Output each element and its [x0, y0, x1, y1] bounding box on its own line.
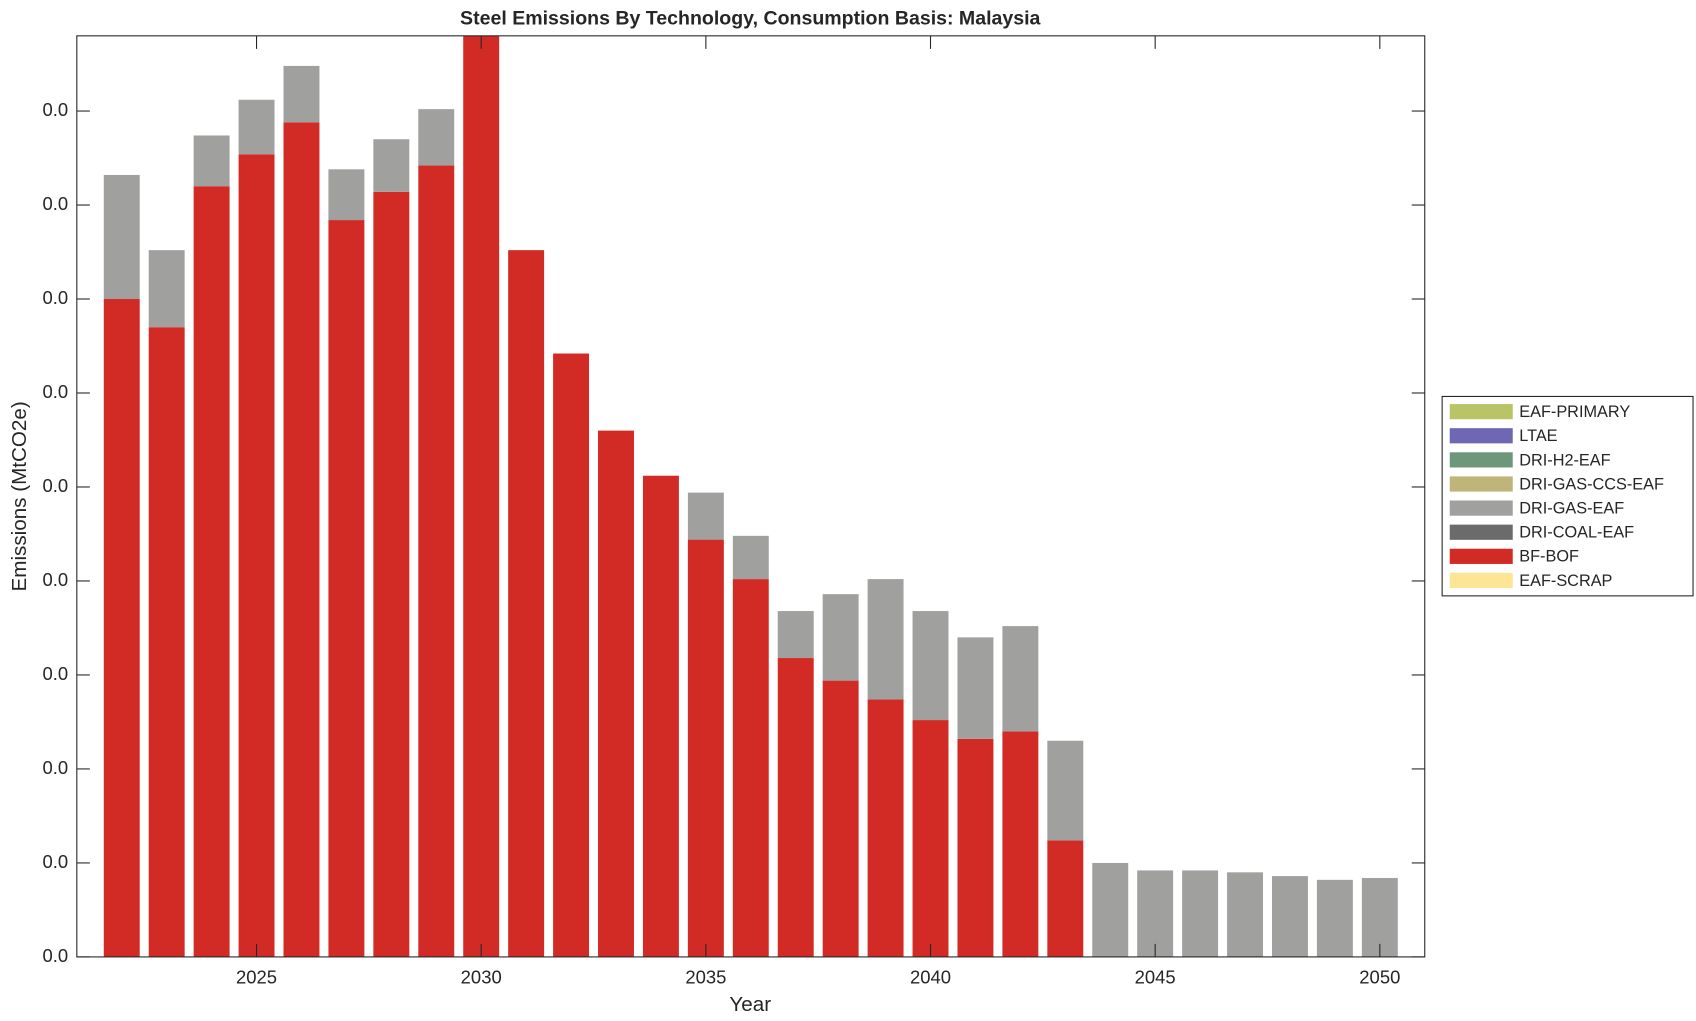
y-tick-label: 0.0: [42, 757, 68, 778]
legend-swatch: [1449, 404, 1513, 420]
y-tick-label: 0.0: [42, 193, 68, 214]
bar-segment: [148, 250, 185, 328]
bar-segment: [1316, 879, 1353, 957]
y-tick-label: 0.0: [42, 945, 68, 966]
legend-swatch: [1449, 548, 1513, 564]
bar-segment: [463, 35, 500, 957]
bar-segment: [238, 154, 275, 957]
y-axis-label: Emissions (MtCO2e): [8, 401, 31, 591]
bar-segment: [642, 475, 679, 957]
y-tick-label: 0.0: [42, 475, 68, 496]
bar-segment: [1271, 876, 1308, 957]
x-tick-label: 2025: [236, 967, 277, 988]
legend-label: DRI-H2-EAF: [1519, 451, 1610, 469]
bar-segment: [822, 680, 859, 957]
legend-label: DRI-GAS-CCS-EAF: [1519, 475, 1664, 493]
bar-segment: [867, 699, 904, 957]
bar-segment: [732, 535, 769, 580]
bar-segment: [328, 220, 365, 957]
bar-segment: [912, 720, 949, 957]
bar-segment: [418, 109, 455, 166]
x-tick-label: 2035: [685, 967, 726, 988]
bar-segment: [1227, 872, 1264, 957]
legend-swatch: [1449, 428, 1513, 444]
bar-segment: [1047, 840, 1084, 957]
bar-segment: [957, 738, 994, 957]
legend-swatch: [1449, 452, 1513, 468]
y-tick-label: 0.0: [42, 99, 68, 120]
legend-label: EAF-PRIMARY: [1519, 403, 1630, 421]
x-tick-label: 2030: [461, 967, 502, 988]
plot-frame: [76, 35, 1426, 958]
bar-segment: [598, 430, 634, 957]
bar-segment: [328, 169, 365, 221]
bar-segment: [1047, 740, 1084, 841]
bar-segment: [193, 135, 230, 187]
bar-segment: [687, 492, 724, 540]
bar-segment: [148, 327, 185, 957]
bar-segment: [418, 165, 455, 957]
y-tick-label: 0.0: [42, 287, 68, 308]
x-tick-label: 2050: [1359, 967, 1400, 988]
bar-segment: [373, 191, 410, 957]
bar-segment: [283, 65, 320, 123]
bar-segment: [1002, 626, 1039, 732]
legend-swatch: [1449, 572, 1513, 589]
x-axis-label: Year: [729, 993, 771, 1016]
bar-segment: [1182, 870, 1219, 957]
x-tick-label: 2040: [910, 967, 951, 988]
bar-segment: [732, 579, 769, 957]
legend-swatch: [1449, 500, 1513, 516]
legend-label: EAF-SCRAP: [1519, 572, 1612, 590]
bar-segment: [867, 579, 904, 700]
bar-segment: [912, 611, 949, 721]
bar-segment: [777, 658, 814, 957]
bar-segment: [283, 122, 320, 957]
bar-segment: [687, 539, 724, 957]
bar-segment: [103, 174, 140, 300]
y-tick-label: 0.0: [42, 569, 68, 590]
y-tick-label: 0.0: [42, 663, 68, 684]
chart-title: Steel Emissions By Technology, Consumpti…: [460, 8, 1041, 30]
bar-segment: [1002, 731, 1039, 957]
legend-swatch: [1449, 476, 1513, 492]
bar-segment: [822, 594, 859, 681]
x-tick-label: 2045: [1135, 967, 1176, 988]
bar-segment: [193, 186, 230, 957]
legend-label: LTAE: [1519, 427, 1557, 445]
bar-segment: [553, 353, 590, 957]
legend-label: DRI-GAS-EAF: [1519, 499, 1624, 517]
bar-segment: [1137, 870, 1174, 957]
bar-segment: [777, 611, 814, 659]
legend-label: BF-BOF: [1519, 548, 1579, 566]
bar-segment: [1092, 862, 1129, 957]
bar-segment: [508, 250, 545, 957]
bar-segment: [1361, 877, 1398, 957]
bar-segment: [957, 637, 994, 739]
bar-segment: [238, 99, 275, 155]
y-tick-label: 0.0: [42, 851, 68, 872]
legend-label: DRI-COAL-EAF: [1519, 524, 1634, 542]
legend-box: [1441, 395, 1694, 597]
legend-swatch: [1449, 524, 1513, 540]
y-tick-label: 0.0: [42, 381, 68, 402]
bar-segment: [103, 299, 140, 957]
bar-segment: [373, 139, 410, 192]
